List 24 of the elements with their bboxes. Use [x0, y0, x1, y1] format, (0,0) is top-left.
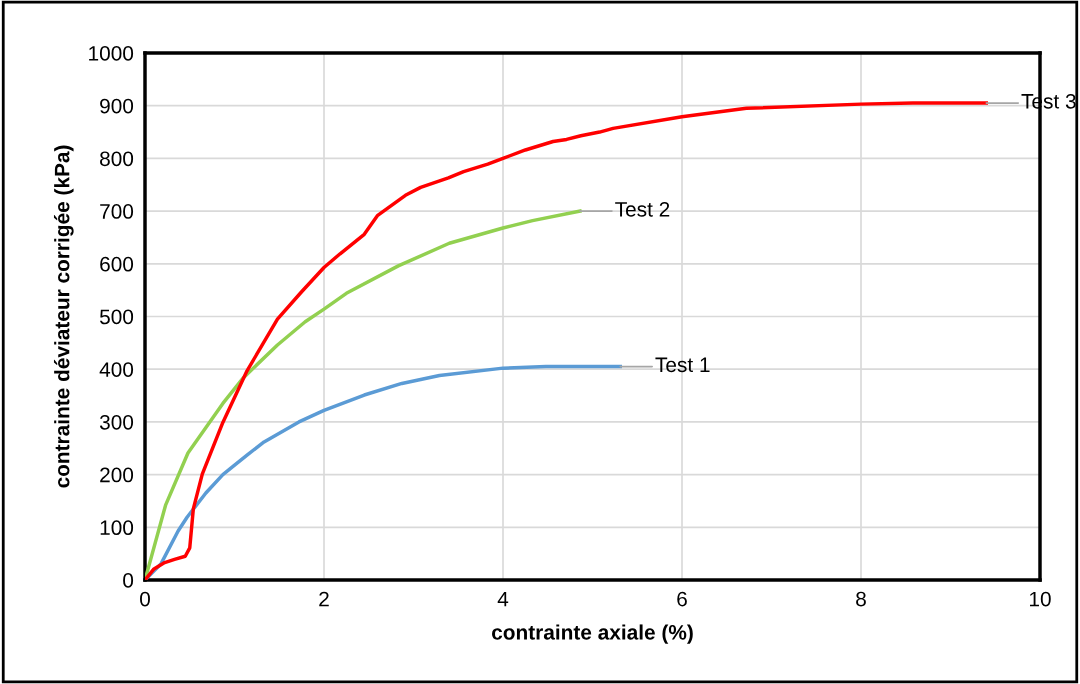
y-tick-label: 600: [100, 256, 134, 272]
y-tick-label: 900: [100, 98, 134, 114]
x-tick-label: 6: [677, 591, 687, 607]
y-tick-label: 0: [123, 573, 134, 588]
y-tick-label: 500: [99, 309, 134, 325]
x-tick-label: 10: [1030, 591, 1051, 607]
y-tick-label: 700: [100, 204, 134, 219]
y-tick-label: 400: [99, 362, 134, 377]
line-series: [145, 364, 622, 580]
series-label: Test 2: [615, 201, 670, 217]
y-tick-label: 300: [99, 414, 134, 430]
x-tick-label: 0: [140, 591, 150, 607]
y-tick-label: 800: [100, 151, 134, 167]
y-tick-label: 200: [100, 467, 134, 483]
series-label: Test 1: [655, 357, 710, 373]
y-tick-label: 100: [100, 520, 134, 536]
y-axis-title: contrainte déviateur corrigée (kPa): [53, 145, 74, 488]
x-axis-title: contrainte axiale (%): [492, 624, 693, 644]
x-tick-label: 8: [856, 591, 866, 607]
line-series: [145, 209, 582, 580]
x-tick-label: 2: [319, 591, 329, 607]
x-tick-label: 4: [497, 591, 509, 607]
y-tick-label: 1000: [89, 46, 134, 61]
line-series: [145, 101, 989, 580]
